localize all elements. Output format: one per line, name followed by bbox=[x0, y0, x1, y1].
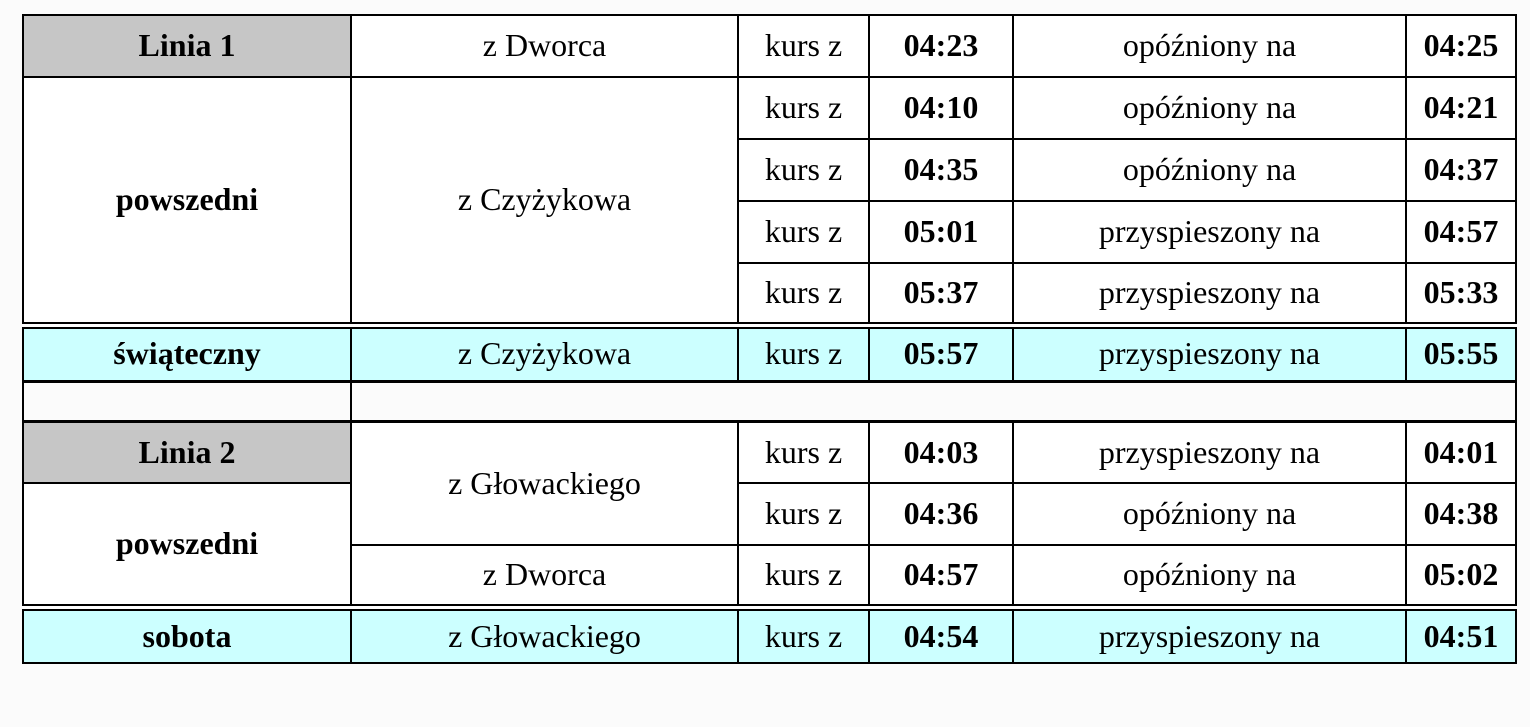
kurs-label-cell: kurs z bbox=[737, 482, 870, 546]
status-cell: przyspieszony na bbox=[1012, 321, 1407, 382]
table-row: kurs z 05:37 przyspieszony na 05:33 bbox=[23, 262, 1517, 326]
scheduled-time-cell: 04:03 bbox=[868, 420, 1014, 484]
kurs-label-cell: kurs z bbox=[737, 321, 870, 382]
origin-cell: z Głowackiego bbox=[350, 603, 739, 664]
status-cell: przyspieszony na bbox=[1012, 420, 1407, 484]
kurs-label-cell: kurs z bbox=[737, 76, 870, 140]
status-cell: opóźniony na bbox=[1012, 544, 1407, 608]
actual-time-cell: 05:55 bbox=[1405, 321, 1517, 382]
kurs-label-cell: kurs z bbox=[737, 544, 870, 608]
spacer-cell bbox=[22, 379, 352, 423]
scheduled-time-cell: 05:01 bbox=[868, 200, 1014, 264]
origin-cell: z Czyżykowa bbox=[350, 76, 739, 326]
table-row: kurs z 04:35 opóźniony na 04:37 bbox=[23, 138, 1517, 202]
scheduled-time-cell: 04:23 bbox=[868, 14, 1014, 78]
table-row: powszedni z Czyżykowa kurs z 04:10 opóźn… bbox=[22, 76, 1517, 326]
kurs-label-cell: kurs z bbox=[737, 138, 870, 202]
origin-cell: z Głowackiego bbox=[350, 420, 739, 546]
status-cell: przyspieszony na bbox=[1012, 603, 1407, 664]
actual-time-cell: 04:21 bbox=[1405, 76, 1517, 140]
status-cell: opóźniony na bbox=[1012, 138, 1407, 202]
scheduled-time-cell: 04:54 bbox=[868, 603, 1014, 664]
table-row: Linia 2 z Głowackiego kurs z 04:03 przys… bbox=[22, 420, 1517, 546]
line-header-cell: Linia 2 bbox=[22, 420, 352, 484]
table-row: z Dworca kurs z 04:57 opóźniony na 05:02 bbox=[23, 544, 1517, 608]
kurs-label-cell: kurs z bbox=[737, 420, 870, 484]
table-row: powszedni kurs z 04:36 opóźniony na 04:3… bbox=[22, 482, 1517, 608]
scheduled-time-cell: 04:57 bbox=[868, 544, 1014, 608]
day-type-cell: powszedni bbox=[22, 482, 352, 608]
day-type-cell: powszedni bbox=[22, 76, 352, 326]
scheduled-time-cell: 05:37 bbox=[868, 262, 1014, 326]
status-cell: opóźniony na bbox=[1012, 14, 1407, 78]
spacer-row bbox=[22, 379, 1517, 423]
actual-time-cell: 05:02 bbox=[1405, 544, 1517, 608]
actual-time-cell: 05:33 bbox=[1405, 262, 1517, 326]
actual-time-cell: 04:25 bbox=[1405, 14, 1517, 78]
actual-time-cell: 04:57 bbox=[1405, 200, 1517, 264]
status-cell: opóźniony na bbox=[1012, 76, 1407, 140]
day-type-cell: sobota bbox=[22, 603, 352, 664]
kurs-label-cell: kurs z bbox=[737, 200, 870, 264]
table-row: sobota z Głowackiego kurs z 04:54 przysp… bbox=[22, 603, 1517, 664]
status-cell: przyspieszony na bbox=[1012, 262, 1407, 326]
status-cell: opóźniony na bbox=[1012, 482, 1407, 546]
scheduled-time-cell: 05:57 bbox=[868, 321, 1014, 382]
kurs-label-cell: kurs z bbox=[737, 603, 870, 664]
scheduled-time-cell: 04:36 bbox=[868, 482, 1014, 546]
line-header-cell: Linia 1 bbox=[22, 14, 352, 78]
origin-cell: z Dworca bbox=[350, 544, 739, 608]
origin-cell: z Dworca bbox=[350, 14, 739, 78]
origin-cell: z Czyżykowa bbox=[350, 321, 739, 382]
scheduled-time-cell: 04:35 bbox=[868, 138, 1014, 202]
scheduled-time-cell: 04:10 bbox=[868, 76, 1014, 140]
table-row: Linia 1 z Dworca kurs z 04:23 opóźniony … bbox=[22, 14, 1517, 78]
day-type-cell: świąteczny bbox=[22, 321, 352, 382]
actual-time-cell: 04:51 bbox=[1405, 603, 1517, 664]
table-row: kurs z 05:01 przyspieszony na 04:57 bbox=[23, 200, 1517, 264]
actual-time-cell: 04:37 bbox=[1405, 138, 1517, 202]
kurs-label-cell: kurs z bbox=[737, 262, 870, 326]
timetable: Linia 1 z Dworca kurs z 04:23 opóźniony … bbox=[22, 14, 1517, 664]
table-row: świąteczny z Czyżykowa kurs z 05:57 przy… bbox=[22, 321, 1517, 382]
spacer-cell bbox=[350, 379, 1517, 423]
actual-time-cell: 04:01 bbox=[1405, 420, 1517, 484]
kurs-label-cell: kurs z bbox=[737, 14, 870, 78]
actual-time-cell: 04:38 bbox=[1405, 482, 1517, 546]
status-cell: przyspieszony na bbox=[1012, 200, 1407, 264]
